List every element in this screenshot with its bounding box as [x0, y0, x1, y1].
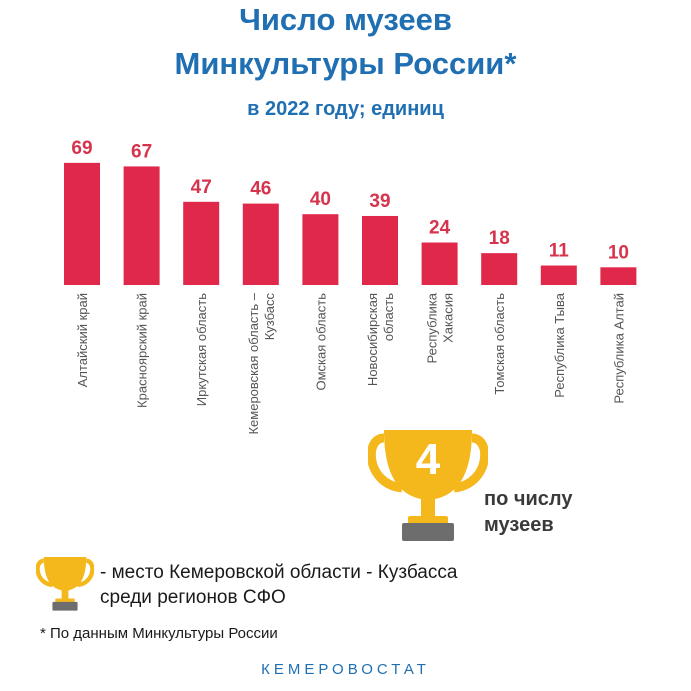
value-label: 11 [549, 241, 570, 262]
category-label-line: Республика Алтай [611, 293, 626, 404]
value-label: 18 [489, 228, 510, 249]
category-label-line: Республика [425, 292, 440, 363]
category-label: Республика Алтай [611, 293, 626, 404]
category-label-line: Новосибирская [365, 293, 380, 386]
legend-text: - место Кемеровской области - Кузбасса с… [100, 560, 660, 610]
legend-line1: - место Кемеровской области - Кузбасса [100, 562, 458, 583]
chart-title-line2: Минкультуры России* [174, 46, 517, 81]
value-label: 46 [250, 179, 271, 200]
value-label: 67 [131, 141, 152, 162]
bar [302, 214, 339, 285]
value-label: 40 [310, 189, 331, 210]
category-label-line: Томская область [492, 293, 507, 395]
trophy-icon: 4 [368, 430, 488, 541]
category-labels-group: Алтайский край Красноярский край Иркутская… [75, 292, 626, 434]
category-label: Томская область [492, 293, 507, 395]
category-label-line: Кузбасс [262, 293, 277, 341]
category-label: Республика Тыва [552, 292, 567, 398]
value-label: 24 [429, 218, 451, 239]
bar [481, 253, 518, 285]
chart-subtitle: в 2022 году; единиц [247, 98, 444, 120]
value-label: 47 [191, 177, 212, 198]
category-label-line: Красноярский край [135, 293, 150, 408]
category-label-line: Республика Тыва [552, 292, 567, 398]
category-label: Красноярский край [135, 293, 150, 408]
legend-line2: среди регионов СФО [100, 587, 286, 608]
category-label-line: Омская область [313, 293, 328, 391]
bar [600, 267, 637, 285]
bars-group [64, 162, 637, 285]
footnote: * По данным Минкультуры России [40, 625, 278, 642]
category-label: Республика Хакасия [425, 292, 456, 363]
rank-caption: по числу музеев [484, 486, 644, 538]
bar [362, 215, 398, 285]
chart-title-line1: Число музеев [239, 2, 452, 37]
bar [421, 242, 458, 285]
legend-trophy-icon [36, 556, 94, 611]
value-labels-group: 69 67 47 46 40 39 24 18 11 10 [71, 138, 629, 263]
category-label: Алтайский край [75, 293, 90, 387]
rank-caption-line2: музеев [484, 514, 554, 536]
rank-number: 4 [416, 435, 441, 484]
category-label: Новосибирская область [365, 293, 396, 386]
bar [183, 201, 220, 285]
category-label-line: Хакасия [441, 293, 456, 343]
category-label: Иркутская область [194, 293, 209, 406]
category-label-line: область [381, 293, 396, 341]
brand-name: КЕМЕРОВОСТАТ [261, 661, 430, 678]
value-label: 10 [608, 242, 629, 263]
bar [64, 162, 100, 285]
category-label-line: Кемеровская область – [246, 292, 261, 434]
category-label-line: Алтайский край [75, 293, 90, 387]
bar [242, 203, 279, 285]
rank-caption-line1: по числу [484, 488, 573, 510]
value-label: 69 [71, 138, 92, 159]
category-label-line: Иркутская область [194, 293, 209, 406]
category-label: Кемеровская область – Кузбасс [246, 292, 277, 434]
category-label: Омская область [313, 293, 328, 391]
value-label: 39 [369, 191, 390, 212]
bar [123, 166, 160, 285]
bar [540, 265, 577, 285]
